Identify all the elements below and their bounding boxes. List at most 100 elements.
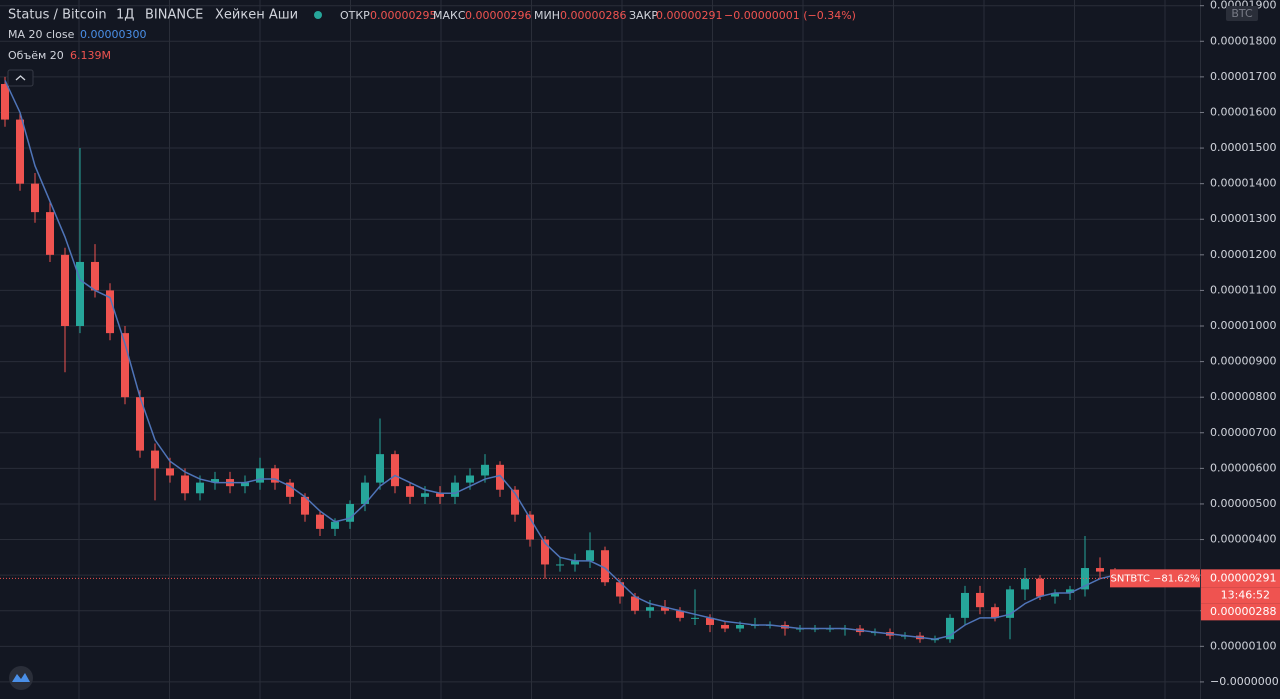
logo-button[interactable] (9, 666, 33, 690)
candle-body (511, 489, 519, 515)
y-tick-label: 0.00000600 (1210, 461, 1276, 474)
candle-body (241, 482, 249, 487)
change: −0.00000001 (−0.34%) (724, 9, 856, 22)
candle-body (496, 464, 504, 490)
candle-body (91, 261, 99, 291)
currency-badge (1226, 6, 1258, 21)
candle-body (661, 607, 669, 611)
candle-body (556, 564, 564, 566)
y-tick-label: 0.00001100 (1210, 283, 1276, 296)
candle-body (721, 624, 729, 629)
price-badge-bg (1201, 569, 1280, 588)
candle-body (301, 496, 309, 515)
low-label: МИН (534, 9, 560, 22)
candle-body (316, 514, 324, 529)
candle-body (1, 83, 9, 120)
candle-body (331, 521, 339, 529)
close-value: 0.00000291 (656, 9, 722, 22)
candle-body (76, 261, 84, 327)
prev-price: 0.00000288 (1210, 605, 1276, 618)
candle-body (46, 212, 54, 255)
high-label: МАКС (433, 9, 466, 22)
open-label: ОТКР (340, 9, 370, 22)
high-value: 0.00000296 (465, 9, 531, 22)
candle-body (736, 624, 744, 629)
y-tick-label: 0.00000400 (1210, 533, 1276, 546)
candle-body (151, 450, 159, 469)
candle-body (481, 464, 489, 476)
candle-body (196, 482, 204, 494)
low-value: 0.00000286 (560, 9, 626, 22)
candle-body (1096, 568, 1104, 572)
collapse-button[interactable] (7, 69, 34, 87)
candle-body (601, 550, 609, 583)
currency: BTC (1231, 7, 1253, 20)
candle-body (976, 592, 984, 608)
ma-label: MA 20 close (8, 28, 75, 41)
candle-body (1081, 568, 1089, 590)
y-tick-label: 0.00001500 (1210, 141, 1276, 154)
candle-body (436, 493, 444, 497)
candle-body (706, 617, 714, 625)
candle-body (376, 454, 384, 483)
chart-style[interactable]: Хейкен Аши (215, 8, 298, 23)
candle-body (1006, 589, 1014, 618)
candle-body (676, 610, 684, 618)
candle-body (106, 290, 114, 334)
candle-body (1066, 589, 1074, 593)
ticker-tag: SNTBTC −81.62% (1111, 573, 1200, 584)
candle-body (451, 482, 459, 497)
y-tick-label: 0.00000700 (1210, 426, 1276, 439)
logo-icon (12, 673, 30, 682)
y-tick-label: −0.0000000 (1210, 675, 1279, 688)
candle-body (361, 482, 369, 504)
ma-value: 0.00000300 (80, 28, 146, 41)
y-tick-label: 0.00001000 (1210, 319, 1276, 332)
legend: Status / Bitcoin 1Д BINANCE Хейкен Аши О… (7, 8, 856, 87)
candle-body (256, 468, 264, 483)
y-tick-label: 0.00000900 (1210, 355, 1276, 368)
candle-body (1051, 592, 1059, 597)
y-tick-label: 0.00000100 (1210, 639, 1276, 652)
countdown-bg (1201, 587, 1280, 604)
price-badge: 0.00000291 (1210, 571, 1276, 584)
open-value: 0.00000295 (370, 9, 436, 22)
candle-body (406, 486, 414, 497)
symbol: Status / Bitcoin (8, 8, 107, 23)
collapse-icon (15, 75, 26, 81)
y-tick-label: 0.00001700 (1210, 70, 1276, 83)
y-tick-label: 0.00000500 (1210, 497, 1276, 510)
candle-body (526, 514, 534, 540)
ma-line (4, 80, 1116, 640)
candle-body (541, 539, 549, 565)
candle-body (571, 560, 579, 565)
volume-value: 6.139M (70, 49, 111, 62)
candle-body (286, 482, 294, 497)
candle-body (346, 503, 354, 522)
candle-body (271, 468, 279, 483)
countdown: 13:46:52 (1221, 588, 1270, 601)
y-tick-label: 0.00001300 (1210, 212, 1276, 225)
exchange: BINANCE (145, 8, 203, 23)
ticker-tag-bg (1110, 569, 1200, 588)
candle-body (631, 596, 639, 611)
candle-body (31, 183, 39, 213)
candle-body (691, 617, 699, 619)
y-tick-label: 0.00001400 (1210, 177, 1276, 190)
y-tick-label: 0.00001900 (1210, 0, 1276, 12)
candle-body (586, 550, 594, 561)
prev-price-bg (1201, 603, 1280, 621)
candle-body (121, 333, 129, 398)
candle-body (16, 119, 24, 184)
volume-label: Объём 20 (8, 49, 64, 62)
candle-body (136, 397, 144, 451)
candle-body (946, 617, 954, 640)
candle-body (391, 454, 399, 487)
candle-body (961, 592, 969, 618)
candle-body (616, 582, 624, 597)
candle-body (61, 254, 69, 327)
y-tick-label: 0.00001200 (1210, 248, 1276, 261)
candle-body (646, 607, 654, 611)
